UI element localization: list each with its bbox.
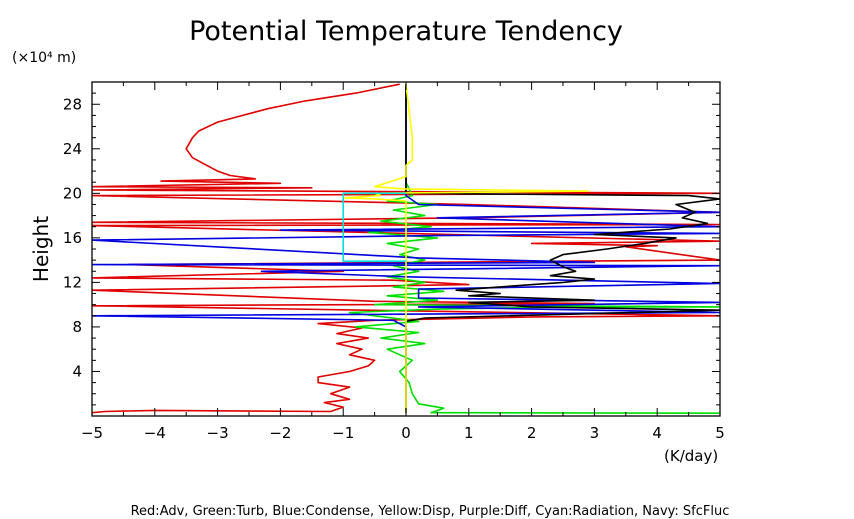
y-tick-label: 24 (63, 140, 82, 158)
series-layer (92, 83, 720, 414)
x-tick-label: −2 (269, 424, 291, 442)
x-tick-label: 0 (401, 424, 411, 442)
y-tick-label: 12 (63, 273, 82, 291)
x-tick-label: −3 (207, 424, 229, 442)
x-tick-label: 3 (590, 424, 600, 442)
x-tick-label: −4 (144, 424, 166, 442)
series-line-1 (348, 84, 720, 414)
legend-caption: Red:Adv, Green:Turb, Blue:Condense, Yell… (131, 504, 730, 519)
x-axis-label: (K/day) (664, 447, 718, 465)
x-tick-label: 1 (464, 424, 474, 442)
y-axis-label: Height (29, 216, 53, 282)
series-line-5 (342, 192, 406, 262)
y-axis-unit: (×10⁴ m) (12, 50, 76, 66)
y-tick-label: 16 (63, 229, 82, 247)
x-tick-label: −1 (332, 424, 354, 442)
x-tick-label: 2 (527, 424, 537, 442)
series-line-4 (342, 84, 589, 413)
y-tick-label: 4 (72, 362, 82, 380)
x-tick-label: 4 (652, 424, 662, 442)
y-tick-label: 28 (63, 95, 82, 113)
series-line-3 (405, 84, 720, 413)
y-tick-label: 8 (72, 318, 82, 336)
x-tick-label: −5 (81, 424, 103, 442)
y-tick-label: 20 (63, 184, 82, 202)
chart-title: Potential Temperature Tendency (189, 16, 623, 47)
x-tick-label: 5 (715, 424, 725, 442)
series-line-2 (92, 84, 720, 413)
